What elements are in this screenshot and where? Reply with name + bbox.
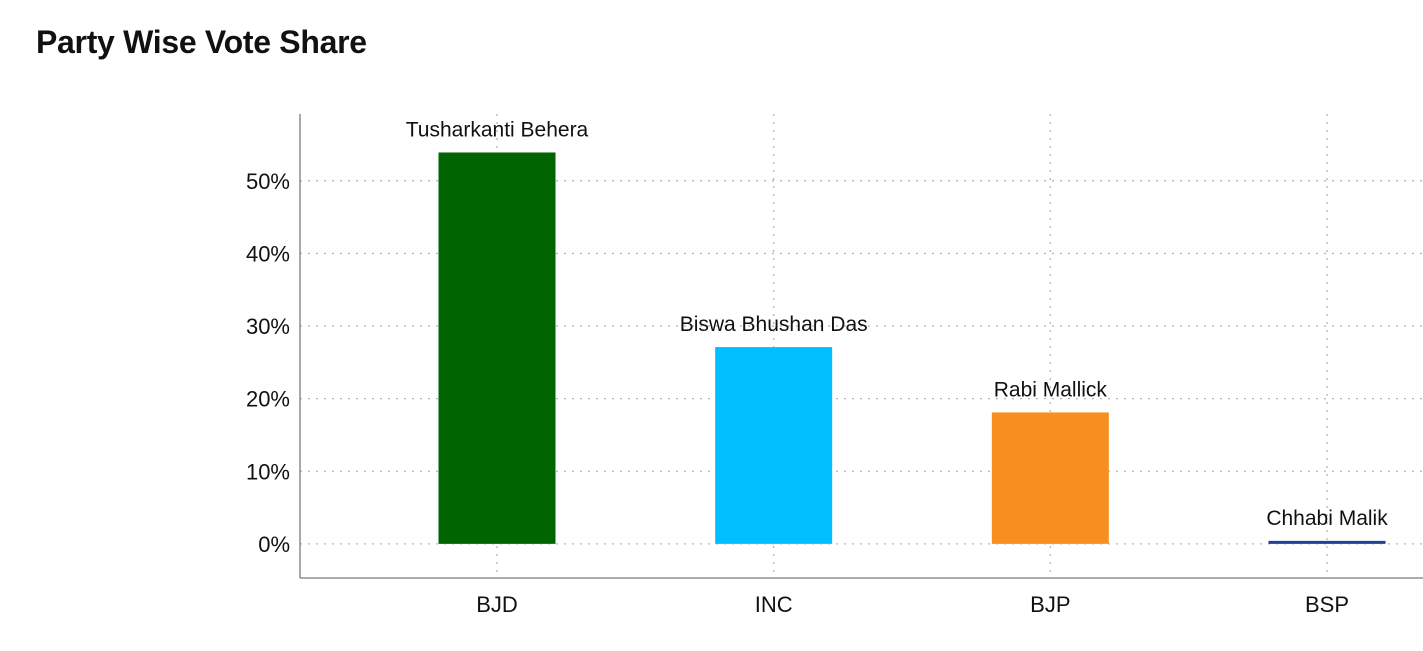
- x-tick-label: BJP: [1030, 592, 1070, 617]
- bar-data-label: Tusharkanti Behera: [406, 118, 589, 141]
- bar-bjp: [991, 412, 1109, 544]
- y-tick-label: 40%: [246, 241, 290, 266]
- x-tick-label: BJD: [476, 592, 518, 617]
- x-tick-label: INC: [755, 592, 793, 617]
- bar-labels: Tusharkanti Behera Biswa Bhushan Das Rabi …: [406, 118, 1388, 529]
- bar-data-label: Biswa Bhushan Das: [680, 313, 868, 336]
- y-tick-label: 30%: [246, 314, 290, 339]
- chart-title: Party Wise Vote Share: [36, 24, 367, 60]
- x-axis-labels: BJD INC BJP BSP: [476, 592, 1349, 617]
- bar-inc: [715, 347, 833, 544]
- axes: [299, 114, 1423, 579]
- bar-bjd: [438, 152, 556, 544]
- bars: [438, 152, 1386, 544]
- bar-bsp: [1268, 540, 1386, 544]
- y-tick-label: 50%: [246, 169, 290, 194]
- y-axis-ticks: 0% 10% 20% 30% 40% 50%: [246, 169, 290, 557]
- bar-data-label: Rabi Mallick: [994, 378, 1108, 401]
- y-tick-label: 20%: [246, 387, 290, 412]
- x-tick-label: BSP: [1305, 592, 1349, 617]
- y-tick-label: 10%: [246, 459, 290, 484]
- bar-data-label: Chhabi Malik: [1266, 507, 1388, 530]
- y-tick-label: 0%: [258, 532, 290, 557]
